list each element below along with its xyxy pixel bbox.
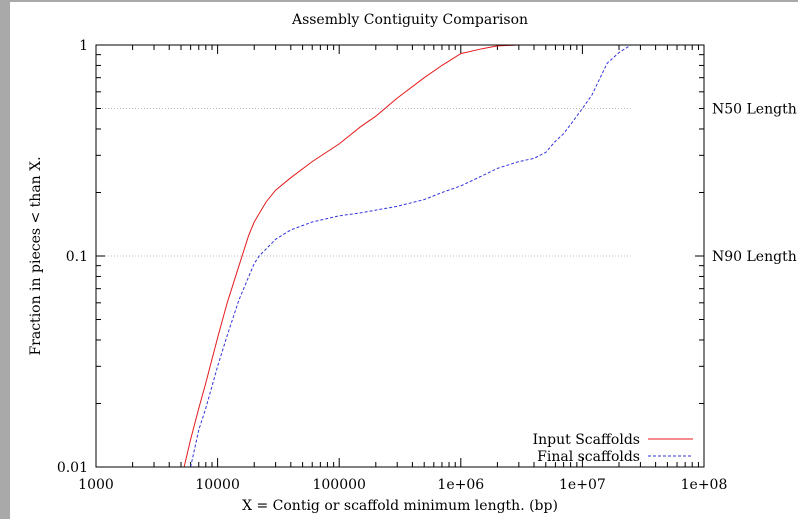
series-line-final-scaffolds [190, 44, 632, 468]
x-tick-label: 10000 [195, 477, 240, 493]
y-tick-label: 1 [79, 38, 88, 54]
reference-line-label: N50 Length [712, 102, 797, 118]
chart-frame: Assembly Contiguity Comparison Fraction … [10, 2, 798, 519]
x-tick-label: 1e+06 [437, 477, 484, 493]
series-line-input-scaffolds [183, 44, 631, 468]
reference-line-label: N90 Length [712, 249, 797, 265]
x-tick-label: 1e+08 [681, 477, 728, 493]
x-tick-label: 1000 [78, 477, 114, 493]
contiguity-chart: Assembly Contiguity Comparison Fraction … [28, 12, 797, 514]
plot-border [95, 44, 705, 468]
reference-lines: N50 Length N90 Length [96, 102, 797, 265]
x-tick-label: 100000 [312, 477, 365, 493]
series-layer [183, 44, 632, 468]
y-tick-label: 0.1 [66, 249, 88, 265]
x-tick-label: 1e+07 [559, 477, 606, 493]
y-tick-label: 0.01 [57, 460, 88, 476]
legend-label: Final scaffolds [537, 449, 640, 465]
legend-label: Input Scaffolds [533, 432, 640, 448]
x-axis-label: X = Contig or scaffold minimum length. (… [242, 498, 558, 514]
y-axis-label: Fraction in pieces < than X. [28, 156, 44, 355]
axis-ticks: 1000 10000 100000 1e+06 1e+07 1e+08 0.01 0.1 1 [57, 38, 728, 493]
chart-title: Assembly Contiguity Comparison [291, 12, 528, 28]
